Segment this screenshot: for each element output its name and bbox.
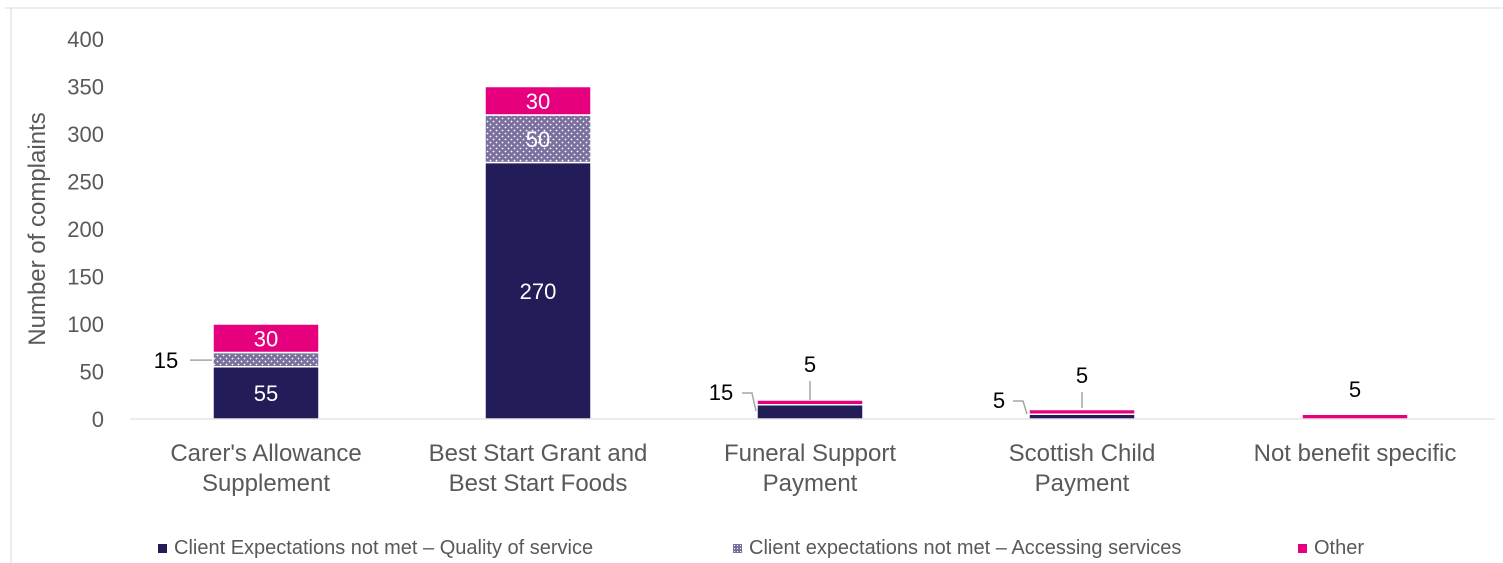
data-label: 55 [254,381,278,406]
category-label: Best Start Grant and Best Start Foods [429,440,648,497]
y-tick-label: 350 [67,75,104,100]
bar-segment-accessing [212,351,320,368]
y-axis-ticks: 0 50 100 150 200 250 300 350 400 [67,27,104,432]
data-label: 15 [154,348,178,373]
y-tick-label: 100 [67,312,104,337]
data-label: 30 [526,89,550,114]
bar-segment-other [1301,413,1409,420]
data-label: 30 [254,326,278,351]
data-label: 5 [1349,377,1361,402]
data-label-leader-line [1013,400,1028,415]
data-label: 5 [1076,363,1088,388]
legend: Client Expectations not met – Quality of… [0,533,1503,563]
bar-segment-quality [212,366,320,420]
y-tick-label: 0 [92,407,104,432]
bar-segment-other [484,85,592,116]
category-label: Not benefit specific [1254,440,1457,467]
data-label-leader-line [742,392,757,412]
y-tick-label: 400 [67,27,104,52]
y-tick-label: 150 [67,265,104,290]
legend-swatch-quality [158,543,167,553]
bars [212,85,1409,420]
bar-segment-quality [756,404,864,420]
legend-item-accessing: Client expectations not met – Accessing … [733,537,1181,560]
data-label: 5 [804,352,816,377]
category-label: Funeral Support Payment [724,440,896,497]
legend-label-accessing: Client expectations not met – Accessing … [749,536,1182,559]
y-axis-title: Number of complaints [24,112,51,345]
legend-swatch-accessing [733,543,742,553]
y-tick-label: 200 [67,217,104,242]
data-label: 5 [993,388,1005,413]
data-label: 50 [526,127,550,152]
category-label: Carer's Allowance Supplement [170,440,361,497]
y-tick-label: 250 [67,170,104,195]
data-label: 15 [709,380,733,405]
legend-item-other: Other [1298,537,1364,560]
legend-swatch-other [1298,543,1307,553]
legend-label-quality: Client Expectations not met – Quality of… [174,536,594,559]
bar-segment-other [756,399,864,406]
y-tick-label: 50 [80,360,104,385]
category-label: Scottish Child Payment [1009,440,1156,497]
bar-segment-other [1028,408,1136,415]
legend-item-quality: Client Expectations not met – Quality of… [158,537,593,560]
category-labels: Carer's Allowance Supplement Best Start Gr… [170,440,1456,497]
y-tick-label: 300 [67,122,104,147]
data-label: 270 [520,279,557,304]
bar-segment-other [212,323,320,354]
legend-label-other: Other [1314,536,1365,559]
